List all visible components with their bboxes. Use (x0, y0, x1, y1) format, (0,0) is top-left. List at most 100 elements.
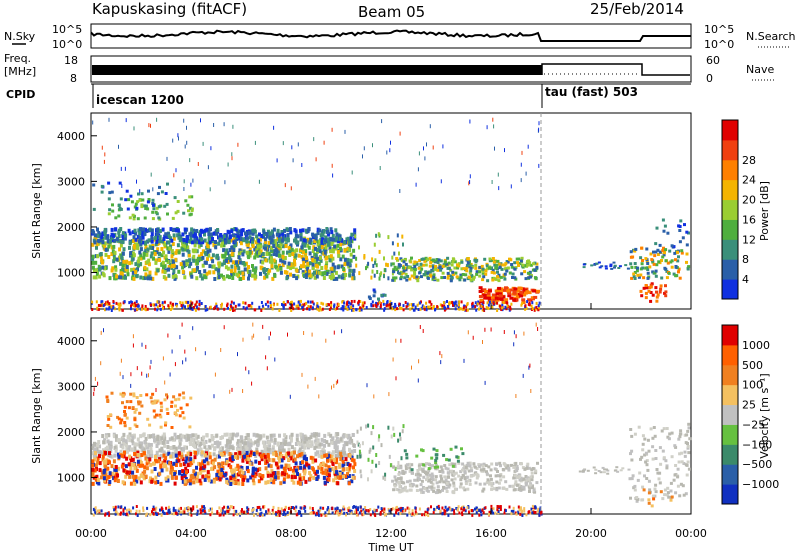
power-cell (370, 276, 372, 280)
velocity-cell (275, 453, 278, 457)
freq-tick-high: 18 (64, 54, 78, 67)
velocity-cell (439, 480, 442, 483)
power-cell (210, 146, 211, 150)
velocity-cell (143, 432, 146, 436)
power-cell (283, 141, 284, 145)
velocity-cell (159, 415, 162, 418)
power-cell (331, 273, 334, 277)
velocity-cell (179, 442, 182, 446)
power-cell (441, 179, 442, 183)
power-cell (425, 302, 427, 305)
velocity-cell (177, 435, 180, 439)
velocity-cell (206, 433, 209, 437)
power-cell (613, 262, 616, 264)
power-cell (257, 239, 260, 243)
power-cell (124, 276, 127, 280)
power-cell (299, 303, 301, 306)
power-cell (161, 190, 164, 193)
velocity-cell (455, 472, 458, 475)
power-cell (195, 309, 197, 312)
velocity-cell (450, 470, 453, 473)
power-cell (450, 279, 453, 282)
velocity-cell (92, 468, 95, 472)
velocity-cell (117, 479, 120, 483)
velocity-cell (143, 470, 146, 474)
power-cell (401, 235, 403, 239)
power-cell (664, 284, 667, 287)
velocity-cell (329, 468, 332, 472)
power-cell (438, 258, 441, 261)
velocity-cell (204, 453, 207, 457)
velocity-cell (436, 449, 439, 452)
velocity-cell (659, 446, 662, 449)
power-cell (333, 305, 335, 308)
power-cell (227, 307, 229, 310)
power-cell (392, 262, 395, 265)
velocity-cell (342, 435, 345, 439)
power-cell (134, 270, 137, 274)
velocity-cell (496, 470, 499, 473)
power-cell (527, 264, 530, 267)
velocity-cell (287, 451, 290, 455)
power-cell (630, 266, 633, 269)
power-ytick-label: 3000 (57, 175, 85, 188)
power-cell (503, 278, 506, 281)
power-cell (116, 302, 118, 305)
power-cell (313, 137, 314, 141)
velocity-cell (277, 471, 280, 475)
power-cell (352, 171, 353, 175)
velocity-cell (160, 482, 163, 486)
velocity-cell (421, 480, 424, 483)
power-cell (496, 260, 499, 263)
power-cell (655, 263, 658, 266)
velocity-cell (102, 455, 105, 459)
velocity-cell (315, 377, 316, 381)
power-cell (204, 261, 207, 265)
power-cell (399, 189, 400, 193)
velocity-cell (122, 433, 125, 437)
velocity-cell (249, 462, 252, 466)
power-cell (332, 174, 333, 178)
power-cell (200, 229, 203, 233)
power-cell (467, 302, 469, 305)
power-cell (437, 261, 440, 264)
power-cell (478, 270, 481, 273)
velocity-cell (106, 399, 109, 402)
velocity-cell (671, 432, 674, 435)
power-cell (452, 257, 455, 260)
power-cell (641, 259, 644, 262)
power-cell (526, 260, 529, 263)
power-cell (511, 276, 514, 279)
velocity-cell (107, 418, 110, 421)
velocity-cell (256, 439, 259, 443)
power-cell (508, 258, 511, 261)
power-cell (188, 258, 191, 262)
power-cell (483, 297, 487, 300)
velocity-cell (345, 442, 348, 446)
velocity-cell (422, 463, 425, 466)
velocity-cell (505, 488, 508, 491)
velocity-cell (98, 454, 101, 458)
power-cell (433, 305, 435, 308)
power-cell (447, 277, 450, 280)
velocity-cell (128, 406, 131, 409)
power-cell (429, 265, 432, 268)
power-cell (234, 239, 237, 243)
power-cell (272, 307, 274, 310)
velocity-cell (308, 440, 311, 444)
power-cell (186, 262, 189, 266)
power-cell (138, 251, 141, 255)
power-cell (317, 305, 319, 308)
power-cell (498, 186, 499, 190)
velocity-cell (321, 455, 324, 459)
velocity-cell (182, 447, 185, 451)
velocity-cell (126, 450, 129, 454)
power-cell (520, 272, 523, 275)
velocity-cell (174, 433, 177, 437)
power-cell (470, 267, 473, 270)
velocity-cell (399, 466, 402, 469)
power-cell (330, 254, 333, 258)
power-cell (173, 233, 176, 237)
power-cell (208, 271, 211, 275)
power-cell (657, 260, 660, 263)
